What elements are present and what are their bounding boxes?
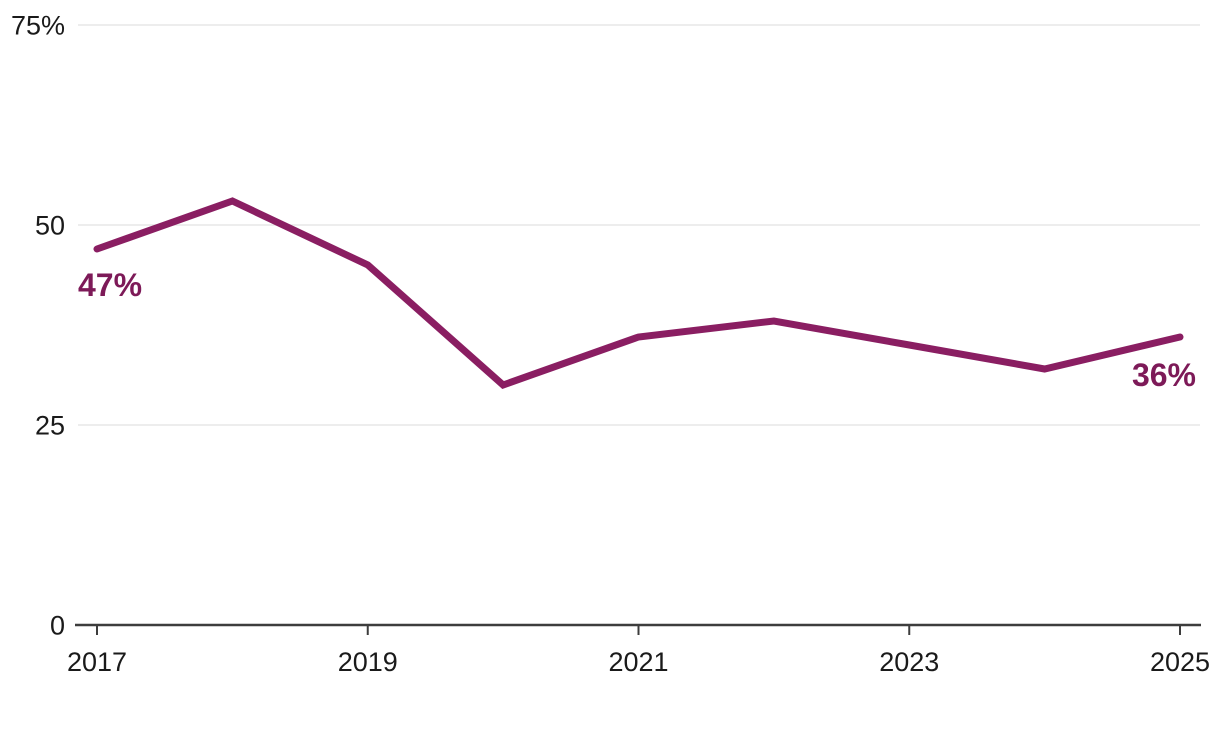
x-axis-group: [75, 623, 1201, 635]
x-tick-label-2019: 2019: [338, 647, 398, 677]
value-annotation-0: 47%: [78, 267, 142, 303]
data-series-group: [93, 197, 1184, 389]
x-tick-labels-group: 2017 2019 2021 2023 2025: [67, 647, 1210, 677]
gridlines-group: [78, 24, 1200, 426]
y-tick-label-25: 25: [35, 411, 65, 441]
series-line-percent: [93, 197, 1184, 389]
value-annotation-1: 36%: [1132, 357, 1196, 393]
y-tick-labels-group: 75% 50 25 0: [11, 11, 65, 641]
y-tick-label-75: 75%: [11, 11, 65, 41]
y-tick-label-0: 0: [50, 611, 65, 641]
annotations-group: 47% 36%: [78, 267, 1196, 393]
y-tick-label-50: 50: [35, 211, 65, 241]
x-tick-label-2023: 2023: [879, 647, 939, 677]
x-tick-label-2021: 2021: [608, 647, 668, 677]
x-tick-label-2025: 2025: [1150, 647, 1210, 677]
x-tick-label-2017: 2017: [67, 647, 127, 677]
